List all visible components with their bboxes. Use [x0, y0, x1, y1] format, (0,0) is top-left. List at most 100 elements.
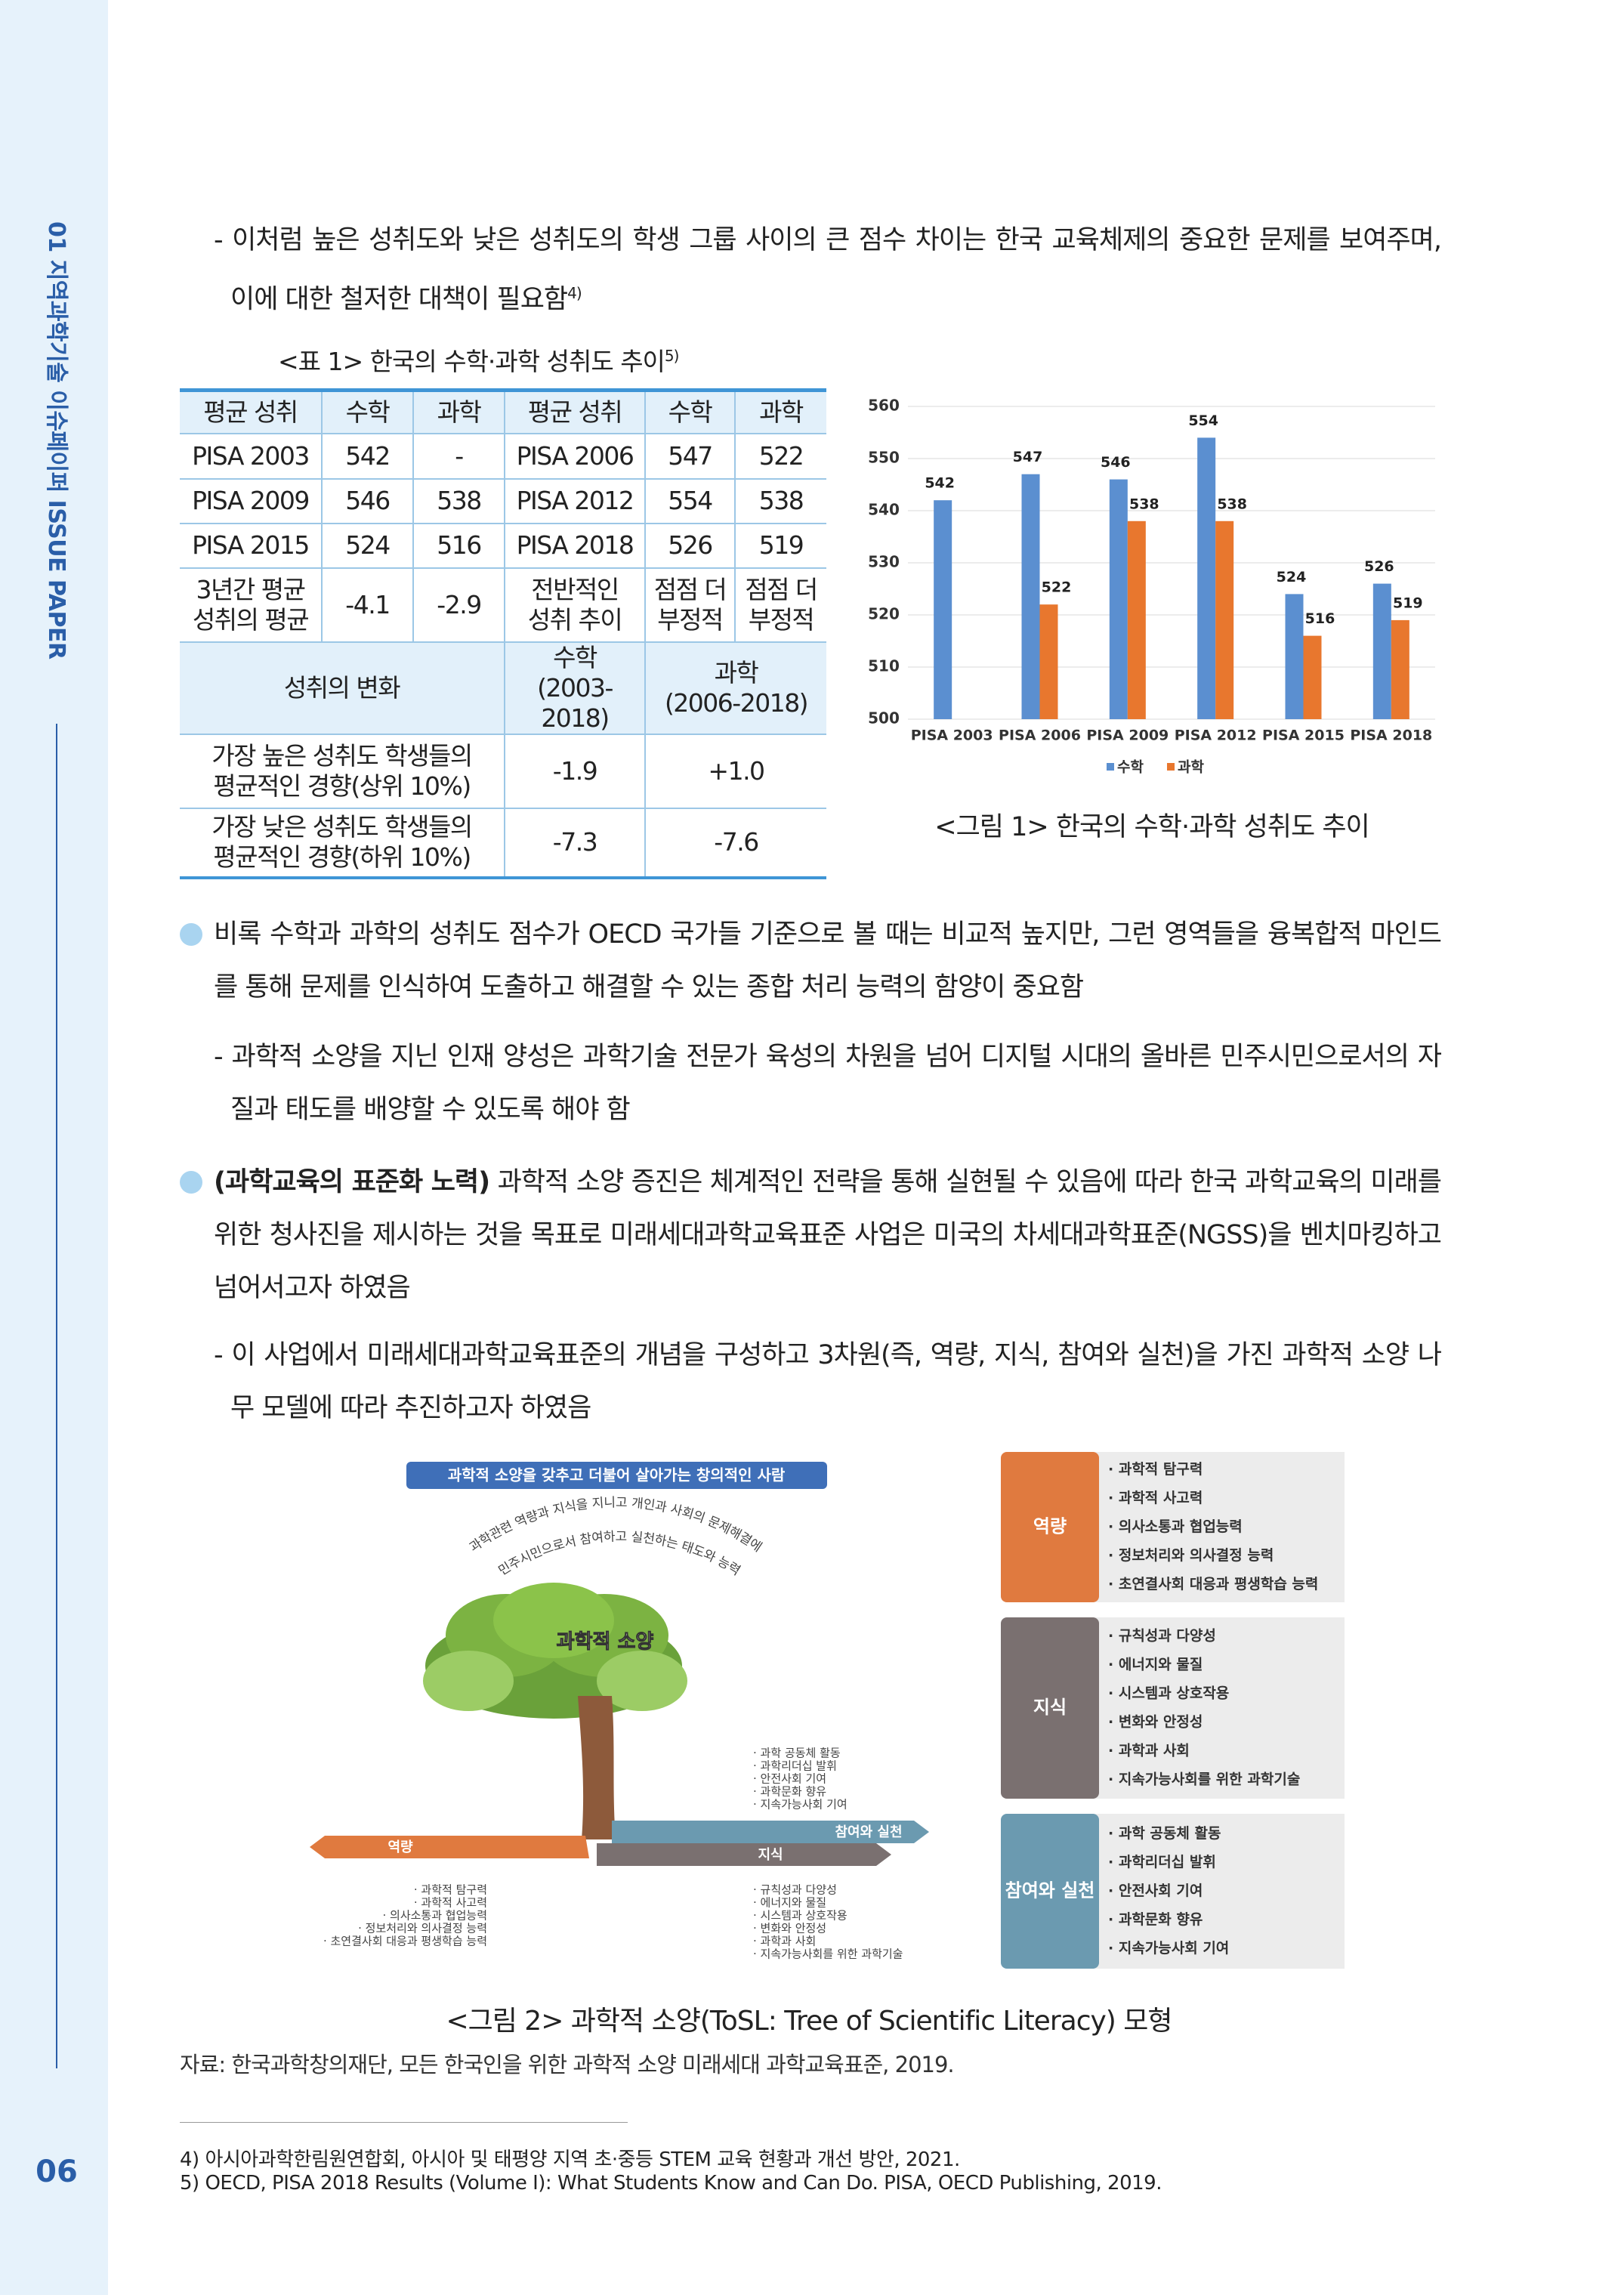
- figure: 과학적 소양을 갖추고 더불어 살아가는 창의적인 사람 과학관련 역량과 지식…: [310, 1452, 1345, 1969]
- table-cell: 542: [321, 432, 414, 480]
- panel-item: · 의사소통과 협업능력: [1108, 1518, 1243, 1535]
- banner-text: 과학적 소양을 갖추고 더불어 살아가는 창의적인 사람: [448, 1466, 786, 1484]
- x-tick-label: PISA 2015: [1262, 727, 1345, 744]
- bar: [1039, 604, 1058, 719]
- x-tick-label: PISA 2006: [999, 727, 1081, 744]
- header-cell: 수학: [321, 389, 414, 434]
- table-cell: PISA 2006: [504, 432, 646, 480]
- tree-label: 과학적 소양: [557, 1631, 654, 1654]
- sidebar-rule: [56, 724, 57, 2068]
- value-label: 519: [1393, 595, 1423, 611]
- bar: [1372, 583, 1391, 719]
- x-tick-label: PISA 2018: [1350, 727, 1432, 744]
- header-cell: 과학: [734, 389, 826, 434]
- branch-knowledge: [597, 1843, 891, 1866]
- tree-list-item: · 초연결사회 대응과 평생학습 능력: [323, 1935, 487, 1948]
- table-cell: -: [412, 432, 505, 480]
- header-cell: 평균 성취: [180, 389, 323, 434]
- panel-item: · 정보처리와 의사결정 능력: [1108, 1547, 1274, 1564]
- header-cell: 과학: [412, 389, 505, 434]
- footnote: 4) 아시아과학한림원연합회, 아시아 및 태평양 지역 초·중등 STEM 교…: [180, 2148, 960, 2171]
- panel-item: · 규칙성과 다양성: [1108, 1628, 1216, 1645]
- footnote-rule: [180, 2122, 628, 2123]
- table-wrap: 평균 성취 수학 과학 평균 성취 수학 과학 PISA 2003 542- PISA 2006…: [180, 388, 826, 879]
- value-label: 554: [1188, 412, 1218, 429]
- table-cell: -2.9: [412, 567, 505, 643]
- table-cell: 524: [321, 522, 414, 569]
- bar: [1127, 520, 1146, 719]
- tree-list-item: · 에너지와 물질: [753, 1896, 826, 1910]
- table-cell: 가장 낮은 성취도 학생들의 평균적인 경향(하위 10%): [180, 807, 505, 879]
- table-cell: PISA 2012: [504, 477, 646, 524]
- table-cell: PISA 2009: [180, 477, 323, 524]
- bullet-dot: [180, 1171, 202, 1194]
- table-header-row: 평균 성취 수학 과학 평균 성취 수학 과학: [180, 389, 826, 434]
- header-cell: 성취의 변화: [180, 641, 505, 735]
- table-cell: 538: [734, 477, 826, 524]
- bar: [1109, 479, 1128, 719]
- value-label: 524: [1277, 569, 1307, 585]
- table-cell: 547: [644, 432, 736, 480]
- branch-competency: [310, 1836, 589, 1858]
- tree-crown: [423, 1583, 687, 1719]
- table-subheader-row: 성취의 변화 수학 (2003-2018) 과학 (2006-2018): [180, 641, 826, 735]
- tree-list-item: · 시스템과 상호작용: [753, 1909, 848, 1923]
- bar: [1303, 635, 1322, 719]
- tree-trunk: [578, 1696, 616, 1839]
- x-tick-label: PISA 2003: [911, 727, 993, 744]
- tree-list-item: · 과학문화 향유: [753, 1785, 826, 1799]
- table-cell: 519: [734, 522, 826, 569]
- legend-swatch: [1107, 763, 1114, 771]
- table-cell: 546: [321, 477, 414, 524]
- table-cell: -4.1: [321, 567, 414, 643]
- table-cell: 점점 더 부정적: [644, 567, 736, 643]
- panel-item: · 에너지와 물질: [1108, 1657, 1203, 1673]
- paragraph: - 이 사업에서 미래세대과학교육표준의 개념을 구성하고 3차원(즉, 역량,…: [214, 1340, 1442, 1423]
- arc-line: 민주시민으로서 참여하고 실천하는 태도와 능력: [496, 1530, 743, 1579]
- arc-line: 과학관련 역량과 지식을 지니고 개인과 사회의 문제해결에: [467, 1495, 764, 1555]
- bar: [1391, 619, 1409, 719]
- table-cell: PISA 2015: [180, 522, 323, 569]
- value-label: 522: [1042, 579, 1072, 596]
- table-cell: 516: [412, 522, 505, 569]
- table-cell: 526: [644, 522, 736, 569]
- value-label: 546: [1101, 454, 1131, 471]
- bar: [1285, 594, 1304, 719]
- value-label: 538: [1217, 496, 1247, 512]
- bullet-dot: [180, 923, 202, 946]
- value-label: 542: [925, 475, 955, 492]
- y-tick-label: 530: [868, 553, 900, 571]
- tree-list-item: · 규칙성과 다양성: [753, 1883, 837, 1897]
- value-label: 526: [1364, 558, 1394, 575]
- bar: [1021, 474, 1040, 719]
- panel-item: · 초연결사회 대응과 평생학습 능력: [1108, 1576, 1318, 1592]
- panel-item: · 과학적 탐구력: [1108, 1461, 1203, 1478]
- value-label: 516: [1305, 610, 1335, 627]
- y-tick-label: 550: [868, 449, 900, 467]
- tree-list-item: · 정보처리와 의사결정 능력: [358, 1922, 487, 1935]
- tree-list-item: · 변화와 안정성: [753, 1922, 826, 1935]
- page-number: 06: [36, 2154, 78, 2189]
- table-cell: 554: [644, 477, 736, 524]
- y-tick-label: 540: [868, 501, 900, 519]
- paragraph: - 이처럼 높은 성취도와 낮은 성취도의 학생 그룹 사이의 큰 점수 차이는…: [214, 214, 1442, 326]
- text: - 이처럼 높은 성취도와 낮은 성취도의 학생 그룹 사이의 큰 점수 차이는…: [214, 225, 1442, 315]
- y-tick-label: 500: [868, 709, 900, 727]
- tree-list-item: · 의사소통과 협업능력: [382, 1909, 487, 1923]
- y-tick-label: 560: [868, 397, 900, 415]
- table-row: 가장 높은 성취도 학생들의 평균적인 경향(상위 10%) -1.9 +1.0: [180, 733, 826, 809]
- y-tick-label: 510: [868, 657, 900, 675]
- section-title: 01 지역과학기술 이슈페이퍼 ISSUE PAPER: [43, 221, 69, 659]
- panel-label: 지식: [1033, 1697, 1067, 1718]
- text: 과학적 소양 증진은 체계적인 전략을 통해 실현될 수 있음에 따라 한국 과…: [214, 1167, 1442, 1303]
- panel-item: · 과학리더십 발휘: [1108, 1854, 1216, 1870]
- panel-list-bg: [1095, 1617, 1345, 1799]
- legend-label: 수학: [1117, 759, 1144, 776]
- tree-list-item: · 안전사회 기여: [753, 1772, 826, 1786]
- tree-list-item: · 과학과 사회: [753, 1935, 816, 1948]
- panel-item: · 과학 공동체 활동: [1108, 1825, 1221, 1842]
- table-cell: PISA 2003: [180, 432, 323, 480]
- table-cell: +1.0: [644, 733, 826, 809]
- banner: [406, 1462, 827, 1489]
- branch-participation: [612, 1821, 929, 1843]
